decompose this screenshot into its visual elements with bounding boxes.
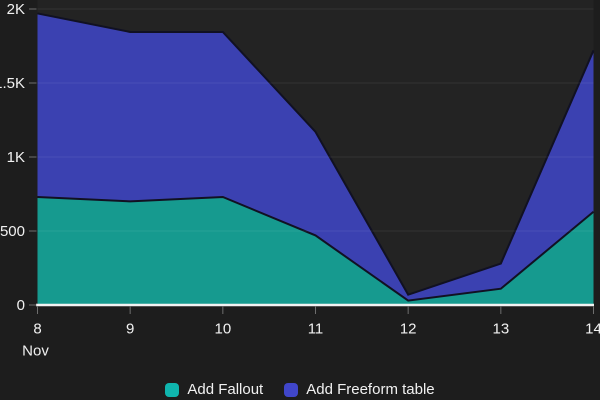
y-axis-label-1.5k: 1.5K <box>0 75 25 92</box>
stacked-area-chart: 0 500 1K 1.5K 2K 8 9 10 11 12 13 14 Nov <box>0 0 600 360</box>
x-axis-label-10: 10 <box>214 321 231 338</box>
y-axis-label-0: 0 <box>17 297 25 314</box>
legend-swatch-add-fallout <box>165 382 180 397</box>
x-axis-label-9: 9 <box>126 321 134 338</box>
y-axis-label-500: 500 <box>0 223 25 240</box>
legend-item-add-freeform-table[interactable]: Add Freeform table <box>284 381 435 398</box>
x-axis-label-13: 13 <box>492 321 509 338</box>
series-edge-add-fallout <box>37 195 595 302</box>
chart-legend: Add Fallout Add Freeform table <box>0 382 600 397</box>
x-axis-month-label: Nov <box>22 343 49 360</box>
y-axis-label-1k: 1K <box>7 149 25 166</box>
x-axis-label-11: 11 <box>308 321 324 338</box>
y-axis-label-2k: 2K <box>7 1 25 18</box>
series-edge-add-freeform-table <box>37 12 595 296</box>
legend-swatch-add-freeform-table <box>284 382 299 397</box>
x-axis-label-14: 14 <box>585 321 600 338</box>
legend-label-add-fallout: Add Fallout <box>187 381 264 398</box>
series-area-add-fallout[interactable] <box>37 196 594 305</box>
x-axis-label-8: 8 <box>33 321 41 338</box>
legend-label-add-freeform-table: Add Freeform table <box>306 381 435 398</box>
x-axis-label-12: 12 <box>400 321 417 338</box>
legend-item-add-fallout[interactable]: Add Fallout <box>165 382 263 397</box>
